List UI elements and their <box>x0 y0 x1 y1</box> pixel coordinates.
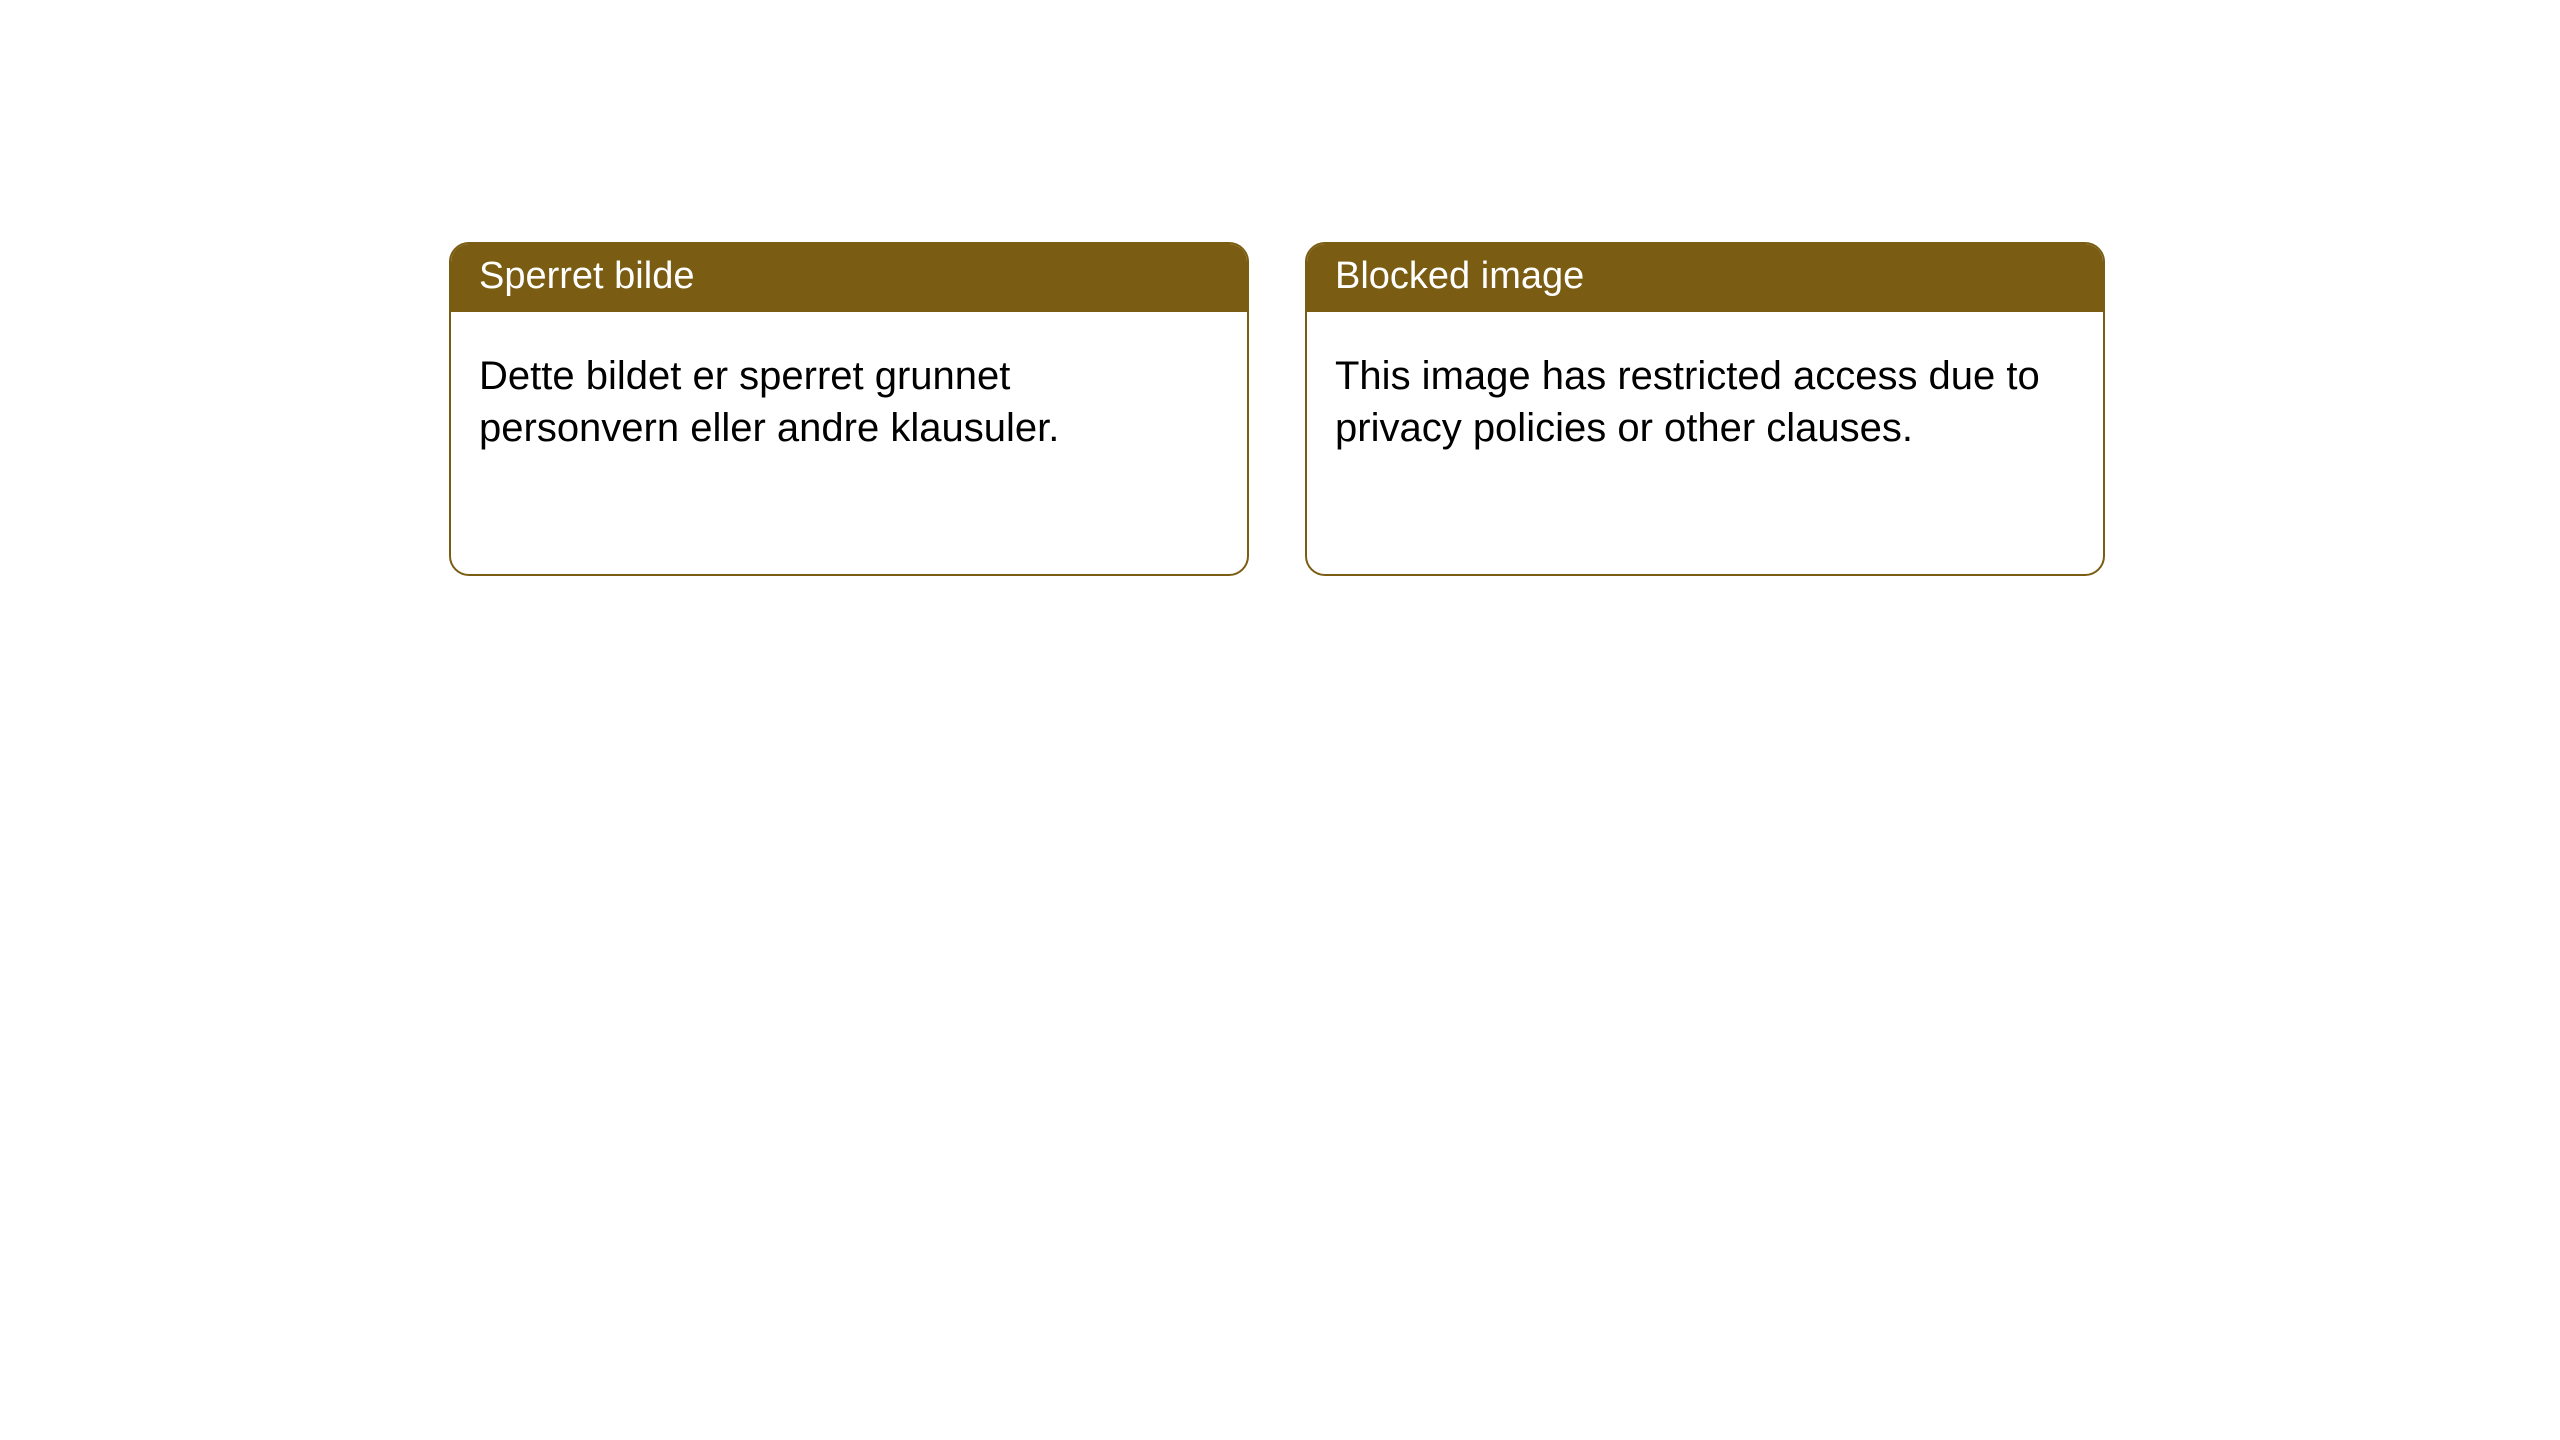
notice-card-norwegian: Sperret bilde Dette bildet er sperret gr… <box>449 242 1249 576</box>
notice-card-english: Blocked image This image has restricted … <box>1305 242 2105 576</box>
notice-card-title: Blocked image <box>1307 244 2103 312</box>
notice-card-body: Dette bildet er sperret grunnet personve… <box>451 312 1247 483</box>
notice-card-title: Sperret bilde <box>451 244 1247 312</box>
notice-card-body: This image has restricted access due to … <box>1307 312 2103 483</box>
notice-container: Sperret bilde Dette bildet er sperret gr… <box>0 0 2560 576</box>
